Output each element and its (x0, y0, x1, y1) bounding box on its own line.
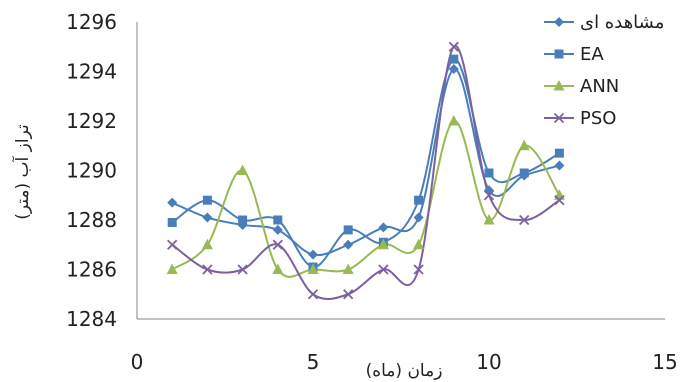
data-point-x (378, 264, 389, 275)
data-point-square (202, 195, 212, 205)
data-point-square (554, 148, 564, 158)
data-point-x (483, 190, 495, 201)
y-axis-title: تراز آب (متر) (11, 124, 33, 220)
y-tick-label: 1292 (66, 109, 117, 133)
data-point-diamond (202, 212, 213, 223)
data-point-square (273, 215, 283, 225)
data-point-diamond (343, 239, 354, 250)
markers-layer (166, 41, 565, 300)
data-point-triangle (342, 263, 354, 274)
data-point-diamond (272, 224, 283, 235)
data-point-triangle (201, 238, 213, 250)
legend-marker-square (554, 49, 564, 59)
data-point-triangle (518, 139, 530, 151)
data-point-triangle (307, 263, 319, 274)
legend-label: ANN (580, 76, 619, 97)
data-point-triangle (413, 238, 425, 250)
data-point-triangle (166, 263, 178, 274)
data-point-x (237, 264, 248, 275)
legend-marker-triangle (553, 80, 565, 91)
legend-label: PSO (580, 108, 616, 129)
y-tick-label: 1284 (66, 307, 117, 331)
plot-area (136, 22, 665, 320)
y-tick-labels: 1284 1286 1288 1290 1292 1294 1296 (66, 10, 117, 331)
data-point-x (202, 264, 213, 275)
y-tick-label: 1290 (66, 159, 117, 183)
legend-item: مشاهده ای (544, 12, 664, 33)
data-point-square (414, 195, 424, 205)
data-point-x (413, 264, 424, 275)
x-tick-label: 15 (652, 350, 677, 374)
data-point-x (272, 239, 283, 250)
legend-marker-x (553, 112, 565, 124)
legend-item: EA (544, 44, 604, 65)
x-tick-label: 10 (476, 350, 501, 374)
legend-item: PSO (544, 108, 616, 129)
data-point-x (519, 214, 530, 226)
data-point-square (167, 217, 177, 227)
data-point-x (448, 41, 459, 52)
data-point-square (449, 54, 459, 64)
data-point-triangle (483, 214, 495, 225)
y-tick-label: 1286 (66, 258, 117, 282)
data-point-diamond (554, 160, 565, 171)
data-point-diamond (167, 197, 178, 208)
data-point-diamond (378, 222, 389, 233)
data-point-square (238, 215, 248, 225)
data-point-diamond (308, 249, 318, 260)
data-point-x (554, 195, 565, 206)
data-point-triangle (448, 115, 460, 126)
y-tick-label: 1294 (66, 60, 117, 84)
legend-item: ANN (544, 76, 619, 97)
data-point-x (343, 289, 354, 300)
data-point-diamond (448, 64, 459, 75)
data-point-x (167, 239, 178, 250)
data-point-triangle (272, 263, 284, 274)
x-tick-label: 5 (307, 350, 320, 374)
y-tick-label: 1296 (66, 10, 117, 34)
data-point-square (343, 225, 353, 235)
y-tick-label: 1288 (66, 208, 117, 232)
data-point-square (519, 168, 529, 178)
data-point-x (307, 289, 319, 300)
legend-marker-diamond (554, 17, 564, 27)
legend-label: EA (580, 44, 604, 65)
legend: مشاهده ای EA ANN PSO (544, 12, 664, 129)
x-axis-title: زمان (ماه) (366, 361, 443, 381)
series-line-triangle (171, 119, 561, 278)
data-point-square (484, 168, 494, 178)
legend-label: مشاهده ای (580, 12, 664, 33)
series-line-diamond (171, 68, 560, 257)
series-layer (171, 45, 561, 300)
series-line-x (171, 45, 560, 300)
data-point-diamond (413, 212, 424, 223)
data-point-triangle (553, 189, 565, 200)
x-tick-labels: 0 5 10 15 (131, 350, 678, 374)
x-tick-label: 0 (131, 350, 144, 374)
data-point-triangle (237, 164, 249, 175)
data-point-triangle (377, 238, 389, 250)
series-line-square (171, 58, 560, 269)
